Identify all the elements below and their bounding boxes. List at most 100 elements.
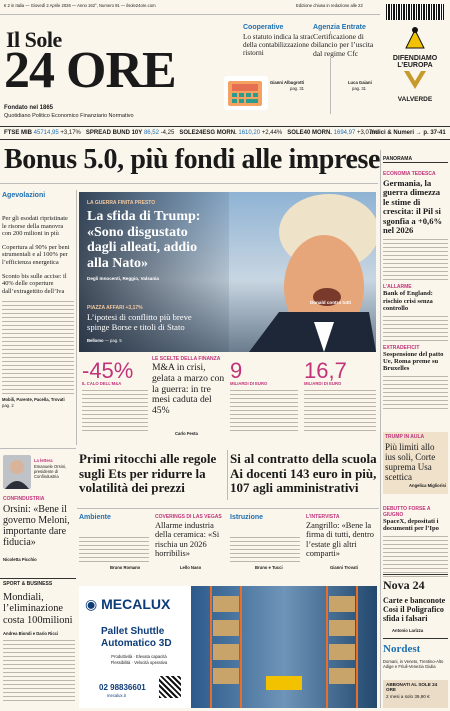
agenzia-teaser[interactable]: Agenzia Entrate Certificazione di bilanc…: [313, 24, 381, 59]
calculator-illustration: [224, 76, 268, 110]
barcode: [386, 4, 444, 20]
ambiente-author: Bruno Romano: [110, 565, 141, 570]
zangrillo-author: Gianni Trovati: [330, 565, 358, 570]
stat-mna-label: IL CALO DELL’M&A: [82, 381, 122, 386]
ius-soli-headline: Più limiti allo ius soli, Corte suprema …: [385, 442, 436, 482]
trump-portrait: [249, 194, 376, 352]
mecalux-logo: ◉ MECALUX: [85, 596, 171, 612]
stats-author: Carlo Festa: [175, 431, 198, 436]
tagline: Quotidiano Politico Economico Finanziari…: [4, 113, 134, 119]
cooperative-author: Gianni Albugrotti: [270, 80, 305, 85]
promo-line1: DIFENDIAMO: [392, 55, 438, 62]
cooperative-teaser[interactable]: Cooperative Lo statuto indica la strada …: [243, 24, 325, 102]
trump-photo[interactable]: [79, 192, 376, 352]
cooperative-title: Lo statuto indica la strada della contab…: [243, 33, 320, 57]
trump-aula-kicker: TRUMP IN AULA: [385, 434, 425, 440]
edition-line: € 2 in Italia — Giovedì 2 Aprile 2026 — …: [4, 3, 156, 8]
promo-line3: VALVERDE: [397, 96, 433, 103]
promo-box[interactable]: DIFENDIAMO L’EUROPA VALVERDE: [384, 26, 446, 118]
sport-headline[interactable]: Mondiali, l’eliminazione costa 100milion…: [3, 592, 73, 626]
market-sole40: SOLE40 MORN. 1694,97 +3,07%: [287, 130, 378, 136]
extradeficit-kicker: EXTRADEFICIT: [383, 344, 420, 351]
ceramica-kicker: COVERINGS DI LAS VEGAS: [155, 514, 222, 520]
scuola-headline[interactable]: Si al contratto della scuola Ai docenti …: [230, 451, 377, 496]
sport-authors: Andrea Biondi e Dario Ricci: [3, 631, 59, 636]
agevolazioni-kicker: Agevolazioni: [2, 192, 46, 199]
ad-site: mecalux.it: [107, 693, 126, 698]
germany-kicker: ECONOMIA TEDESCA: [383, 171, 436, 177]
masthead-logo: 24 ORE: [4, 42, 177, 99]
masthead-line1: Il Sole: [6, 27, 62, 52]
ambiente-kicker: Ambiente: [79, 514, 111, 521]
stat-mna-value: -45%: [82, 358, 134, 383]
agenzia-page: pag. 31: [352, 86, 366, 91]
founded: Fondato nel 1865: [4, 105, 54, 111]
cooperative-kicker: Cooperative: [243, 24, 284, 31]
piazza-affari-kicker: PIAZZA AFFARI +3,17%: [87, 305, 143, 311]
panorama-column: PANORAMA ECONOMIA TEDESCA Germania, la g…: [383, 156, 448, 412]
left-page: pag. 2: [2, 402, 14, 408]
subscribe-box[interactable]: ABBONATI AL SOLE 24 ORE 2 mesi a solo 39…: [383, 680, 448, 708]
istruzione-author: Bruno e Tucci: [255, 565, 283, 570]
spacex-headline: SpaceX, depositati i documenti per l’Ipo: [383, 518, 439, 533]
markets-bar: FTSE MIB 45714,95 +3,17% SPREAD BUND 10Y…: [4, 130, 378, 136]
subscribe-price: 2 mesi a solo 39,90 €: [386, 694, 430, 699]
nova24-title[interactable]: Nova 24: [383, 578, 425, 592]
subscribe-title: ABBONATI AL SOLE 24 ORE: [386, 682, 438, 692]
left-column: Agevolazioni Per gli esodati ripristinat…: [2, 192, 74, 408]
istruzione-kicker: Istruzione: [230, 514, 264, 521]
orsini-caption: Emanuele Orsini, presidente di Confindus…: [34, 464, 67, 480]
market-ftse: FTSE MIB 45714,95 +3,17%: [4, 130, 81, 136]
germany-headline[interactable]: Germania, la guerra dimezza le stime di …: [383, 178, 443, 236]
stats-kicker: LE SCELTE DELLA FINANZA: [152, 356, 221, 362]
zangrillo-headline[interactable]: Zangrillo: «Bene la firma di tutti, dent…: [306, 521, 374, 559]
panorama-label: PANORAMA: [383, 156, 448, 163]
letter-kicker: La lettera: [34, 458, 53, 463]
ius-soli-box[interactable]: TRUMP IN AULA Più limiti allo ius soli, …: [383, 432, 448, 494]
market-esg: SOLE24ESG MORN. 1610,20 +2,44%: [179, 130, 283, 136]
warehouse-photo: [191, 586, 377, 708]
valverde-logo: [404, 71, 426, 89]
agenzia-title: Certificazione di bilancio per l’uscita …: [313, 32, 381, 59]
ad-title1: Pallet Shuttle: [101, 626, 165, 637]
nordest-text: Domani, in Veneto, Trentino-Alto Adige e…: [383, 659, 444, 670]
spacex-teaser[interactable]: DEBUTTO FORSE A GIUGNO SpaceX, depositat…: [383, 506, 448, 580]
cooperative-page: pag. 31: [290, 86, 304, 91]
ad-phone: 02 98836601: [99, 683, 146, 692]
ceramica-author: Lello Naso: [180, 565, 202, 570]
boe-headline[interactable]: Bank of England: rischio crisi senza con…: [383, 290, 433, 313]
closing-time: Edizione chiusa in redazione alle 22: [296, 3, 363, 8]
nova24-headline[interactable]: Carte e banconote Così il Poligrafico sf…: [383, 596, 446, 623]
qr-code: [159, 676, 181, 698]
piazza-affari-title[interactable]: L’ipotesi di conflitto più breve spinge …: [87, 312, 192, 332]
stat-9-value: 9: [230, 358, 243, 383]
trump-byline: Degli Innocenti, Reggio, Valsania: [87, 276, 159, 281]
boe-kicker: L’ALLARME: [383, 284, 412, 291]
ad-title2: Automatico 3D: [101, 638, 172, 649]
left-lead[interactable]: Per gli esodati ripristinate le risorse …: [2, 215, 68, 238]
markets-index-link[interactable]: Indici & Numeri → p. 37-41: [370, 130, 446, 136]
extradeficit-headline[interactable]: Sospensione del patto Ue, Roma preme su …: [383, 350, 444, 373]
mecalux-ad[interactable]: ◉ MECALUX Pallet Shuttle Automatico 3D P…: [79, 586, 377, 708]
ceramica-headline[interactable]: Allarme industria della ceramica: «Si ri…: [155, 521, 220, 559]
left-para3[interactable]: Sconto bis sulle accise: il 40% delle co…: [2, 272, 67, 295]
ad-line2: Flessibilità · Velocità operativa: [110, 660, 168, 665]
stat-167-label: MILIARDI DI EURO: [304, 381, 342, 386]
main-headline[interactable]: Bonus 5.0, più fondi alle imprese: [4, 144, 381, 175]
agenzia-author: Luca Gaiani: [348, 80, 372, 85]
sport-kicker: SPORT & BUSINESS: [3, 581, 53, 587]
nordest-title[interactable]: Nordest: [383, 643, 421, 655]
orsini-headline[interactable]: Orsini: «Bene il governo Meloni, importa…: [3, 504, 70, 548]
stats-headline[interactable]: M&A in crisi, gelata a marzo con la guer…: [152, 362, 225, 417]
orsini-author: Nicoletta Picchio: [3, 557, 37, 562]
lamp-icon: [405, 27, 425, 49]
confindustria-kicker: CONFINDUSTRIA: [3, 496, 45, 502]
left-authors: Mobili, Parente, Pacella, Trovati: [2, 397, 65, 403]
ets-headline[interactable]: Primi ritocchi alle regole sugli Ets per…: [79, 451, 217, 496]
intervista-kicker: L’INTERVISTA: [306, 514, 340, 520]
nova24-author: Antonio Larizza: [392, 628, 424, 633]
left-para2[interactable]: Copertura al 90% per beni strumentali e …: [2, 243, 70, 266]
ad-line1: Produttività · Elevata capacità: [111, 654, 167, 659]
trump-headline[interactable]: La sfida di Trump: «Sono disgustato dagl…: [87, 209, 201, 271]
promo-line2: L’EUROPA: [397, 62, 433, 69]
